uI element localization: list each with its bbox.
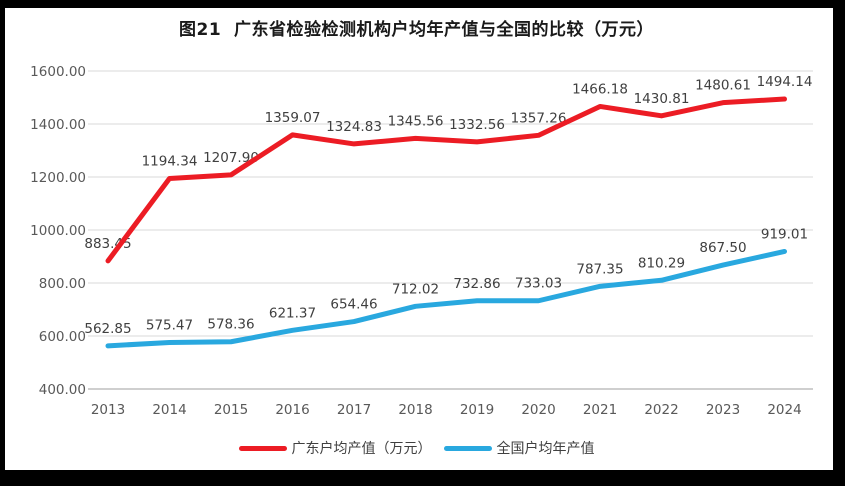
x-axis-tick-label: 2013 xyxy=(91,402,125,418)
y-axis-tick-label: 1000.00 xyxy=(30,223,86,239)
value-label-series-0: 1324.83 xyxy=(326,119,382,135)
chart-background xyxy=(5,8,833,470)
value-label-series-0: 1430.81 xyxy=(634,91,690,107)
legend-label-national: 全国户均年产值 xyxy=(496,441,595,457)
series-line-1 xyxy=(105,248,787,349)
legend-swatch-guangdong-line xyxy=(238,445,287,451)
value-label-series-0: 1345.56 xyxy=(388,113,444,129)
x-axis-tick-label: 2020 xyxy=(521,402,555,418)
y-axis-tick-label: 1200.00 xyxy=(30,170,86,186)
value-label-series-1: 562.85 xyxy=(84,321,131,337)
x-axis-tick-label: 2017 xyxy=(337,402,371,418)
value-label-series-1: 810.29 xyxy=(638,255,685,271)
chart-legend: 广东户均产值（万元） 全国户均年产值 xyxy=(0,438,833,458)
x-axis-tick-label: 2016 xyxy=(275,402,309,418)
x-axis-tick-label: 2022 xyxy=(644,402,678,418)
x-axis-tick-label: 2019 xyxy=(460,402,494,418)
value-label-series-0: 1194.34 xyxy=(142,153,198,169)
value-label-series-0: 1207.90 xyxy=(203,150,259,166)
y-axis-tick-label: 1400.00 xyxy=(30,117,86,133)
value-label-series-1: 787.35 xyxy=(576,261,623,277)
x-axis-tick-label: 2024 xyxy=(767,402,801,418)
x-axis-tick-label: 2015 xyxy=(214,402,248,418)
value-label-series-0: 1494.14 xyxy=(757,74,813,90)
x-axis-tick-label: 2023 xyxy=(706,402,740,418)
value-label-series-1: 919.01 xyxy=(761,226,808,242)
chart-title: 图21 广东省检验检测机构户均年产值与全国的比较（万元） xyxy=(179,20,654,40)
y-axis-tick-label: 400.00 xyxy=(39,382,86,398)
value-label-series-1: 733.03 xyxy=(515,276,562,292)
value-label-series-1: 654.46 xyxy=(330,297,377,313)
legend-swatch-national-line xyxy=(443,445,492,451)
value-label-series-0: 1357.26 xyxy=(511,110,567,126)
x-axis-tick-label: 2021 xyxy=(583,402,617,418)
value-label-series-1: 732.86 xyxy=(453,276,500,292)
y-axis-tick-label: 800.00 xyxy=(39,276,86,292)
y-axis-tick-label: 600.00 xyxy=(39,329,86,345)
value-label-series-0: 1466.18 xyxy=(572,81,628,97)
legend-item-national: 全国户均年产值 xyxy=(443,438,595,458)
y-axis-tick-label: 1600.00 xyxy=(30,64,86,80)
series-line-0 xyxy=(105,96,787,264)
legend-label-guangdong: 广东户均产值（万元） xyxy=(291,441,432,457)
value-label-series-0: 1359.07 xyxy=(265,110,321,126)
legend-item-guangdong: 广东户均产值（万元） xyxy=(238,438,432,458)
x-axis-tick-label: 2018 xyxy=(398,402,432,418)
value-label-series-1: 621.37 xyxy=(269,305,316,321)
value-label-series-0: 1480.61 xyxy=(695,78,751,94)
value-label-series-1: 578.36 xyxy=(207,317,254,333)
value-label-series-1: 712.02 xyxy=(392,281,439,297)
x-axis-tick-label: 2014 xyxy=(152,402,186,418)
value-label-series-0: 1332.56 xyxy=(449,117,505,133)
value-label-series-1: 575.47 xyxy=(146,318,193,334)
value-label-series-1: 867.50 xyxy=(699,240,746,256)
